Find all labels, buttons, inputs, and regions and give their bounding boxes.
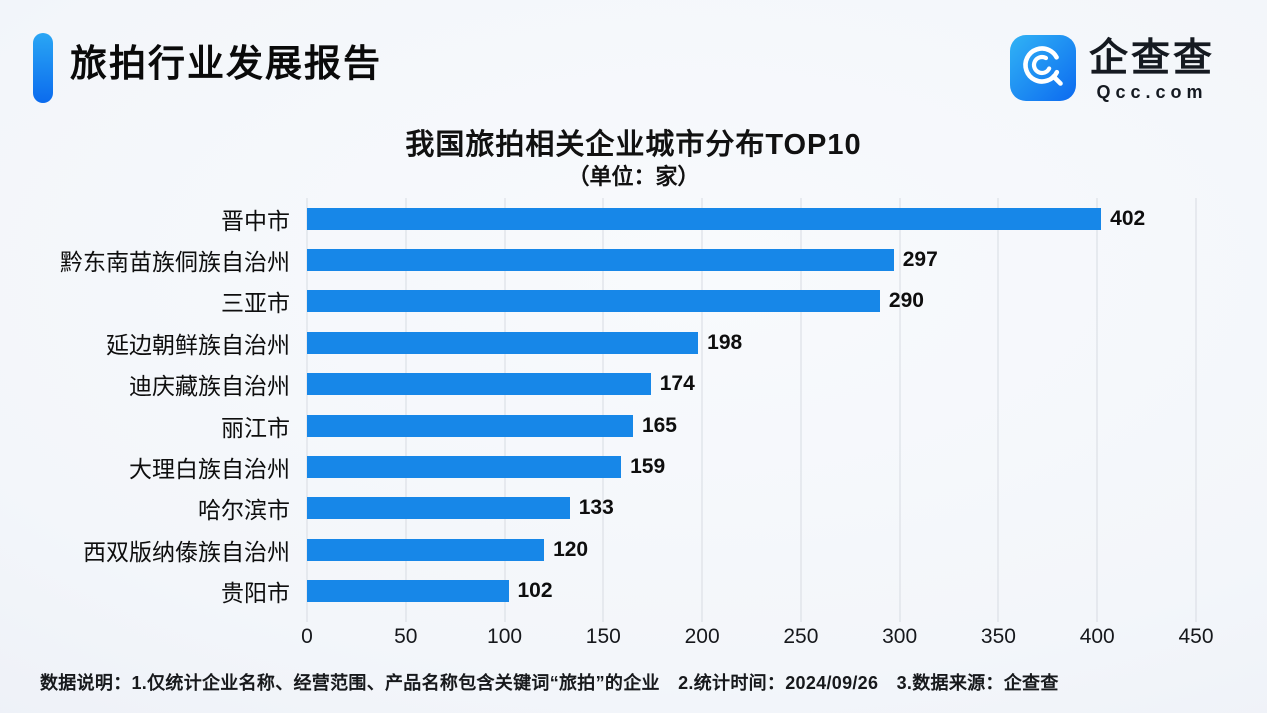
bar bbox=[307, 538, 545, 561]
gridline bbox=[997, 198, 999, 622]
gridline bbox=[899, 198, 901, 622]
table-row: 丽江市 165 bbox=[40, 405, 1196, 446]
bar-track: 133 bbox=[307, 488, 1196, 529]
value-label: 165 bbox=[641, 413, 677, 437]
table-row: 黔东南苗族侗族自治州 297 bbox=[40, 239, 1196, 280]
category-label: 大理白族自治州 bbox=[129, 456, 290, 483]
value-label: 290 bbox=[888, 289, 924, 313]
qcc-magnifier-icon bbox=[1009, 35, 1076, 106]
x-tick-label: 150 bbox=[585, 625, 621, 648]
gridline bbox=[1096, 198, 1098, 622]
table-row: 迪庆藏族自治州 174 bbox=[40, 364, 1196, 405]
logo-name: 企查查 bbox=[1088, 37, 1215, 81]
bar-track: 402 bbox=[307, 198, 1196, 239]
logo-text: 企查查 Qcc.com bbox=[1088, 37, 1215, 103]
x-tick-label: 450 bbox=[1178, 625, 1214, 648]
category-label: 西双版纳傣族自治州 bbox=[83, 538, 290, 565]
plot-area: 晋中市 402 黔东南苗族侗族自治州 297 三亚市 290 延边朝鲜族自治州 198 迪庆藏族… bbox=[40, 198, 1197, 622]
x-tick-label: 200 bbox=[684, 625, 720, 648]
gridline bbox=[701, 198, 703, 622]
value-label: 198 bbox=[707, 330, 743, 354]
bar-track: 174 bbox=[307, 364, 1196, 405]
table-row: 延边朝鲜族自治州 198 bbox=[40, 322, 1196, 363]
x-tick-label: 100 bbox=[487, 625, 523, 648]
gridline bbox=[504, 198, 506, 622]
category-label: 贵阳市 bbox=[221, 580, 290, 607]
category-label: 延边朝鲜族自治州 bbox=[106, 331, 290, 358]
data-notes: 数据说明：1.仅统计企业名称、经营范围、产品名称包含关键词“旅拍”的企业 2.统… bbox=[40, 673, 1059, 693]
x-tick-label: 350 bbox=[980, 625, 1016, 648]
gridline bbox=[602, 198, 604, 622]
bar bbox=[307, 207, 1102, 230]
category-label: 三亚市 bbox=[221, 290, 290, 317]
category-label: 迪庆藏族自治州 bbox=[129, 373, 290, 400]
page-title: 旅拍行业发展报告 bbox=[70, 43, 382, 84]
value-label: 402 bbox=[1110, 206, 1146, 230]
bar bbox=[307, 290, 880, 313]
x-tick-label: 50 bbox=[394, 625, 418, 648]
bar bbox=[307, 456, 622, 479]
gridline bbox=[405, 198, 407, 622]
category-label: 哈尔滨市 bbox=[198, 497, 290, 524]
value-label: 159 bbox=[630, 455, 666, 479]
bar bbox=[307, 331, 699, 354]
bar-track: 159 bbox=[307, 446, 1196, 487]
bar bbox=[307, 249, 894, 272]
logo-domain: Qcc.com bbox=[1096, 81, 1208, 102]
value-label: 297 bbox=[902, 248, 938, 272]
category-label: 丽江市 bbox=[221, 414, 290, 441]
header: 旅拍行业发展报告 企查查 bbox=[33, 33, 1215, 106]
value-label: 102 bbox=[517, 579, 553, 603]
chart-title: 我国旅拍相关企业城市分布TOP10 bbox=[405, 129, 862, 161]
gridline bbox=[306, 198, 308, 622]
report-title-block: 旅拍行业发展报告 bbox=[33, 33, 382, 103]
bar-track: 297 bbox=[307, 239, 1196, 280]
chart-subtitle: （单位：家） bbox=[567, 164, 700, 189]
bar-chart: 晋中市 402 黔东南苗族侗族自治州 297 三亚市 290 延边朝鲜族自治州 198 迪庆藏族… bbox=[40, 198, 1214, 657]
qcc-logo: 企查查 Qcc.com bbox=[1009, 35, 1215, 106]
bar bbox=[307, 580, 509, 603]
chart-rows: 晋中市 402 黔东南苗族侗族自治州 297 三亚市 290 延边朝鲜族自治州 198 迪庆藏族… bbox=[40, 198, 1196, 612]
x-axis: 0 50 100 150 200 250 300 350 400 450 bbox=[301, 625, 1213, 657]
category-label: 晋中市 bbox=[221, 207, 290, 234]
table-row: 三亚市 290 bbox=[40, 281, 1196, 322]
x-tick-label: 250 bbox=[783, 625, 819, 648]
value-label: 120 bbox=[553, 537, 589, 561]
gridlines bbox=[306, 198, 1197, 622]
table-row: 贵阳市 102 bbox=[40, 571, 1196, 612]
x-tick-label: 300 bbox=[882, 625, 918, 648]
category-label: 黔东南苗族侗族自治州 bbox=[60, 249, 290, 276]
bar-track: 102 bbox=[307, 571, 1196, 612]
gridline bbox=[800, 198, 802, 622]
bar-track: 165 bbox=[307, 405, 1196, 446]
table-row: 晋中市 402 bbox=[40, 198, 1196, 239]
table-row: 哈尔滨市 133 bbox=[40, 488, 1196, 529]
gridline bbox=[1195, 198, 1197, 622]
x-tick-label: 400 bbox=[1079, 625, 1115, 648]
table-row: 大理白族自治州 159 bbox=[40, 446, 1196, 487]
value-label: 133 bbox=[578, 496, 614, 520]
bar-track: 120 bbox=[307, 529, 1196, 570]
bar-track: 198 bbox=[307, 322, 1196, 363]
bar bbox=[307, 414, 633, 437]
x-tick-label: 0 bbox=[301, 625, 313, 648]
value-label: 174 bbox=[659, 372, 695, 396]
bar bbox=[307, 497, 570, 520]
table-row: 西双版纳傣族自治州 120 bbox=[40, 529, 1196, 570]
bar-track: 290 bbox=[307, 281, 1196, 322]
accent-bar bbox=[33, 33, 53, 103]
bar bbox=[307, 373, 651, 396]
